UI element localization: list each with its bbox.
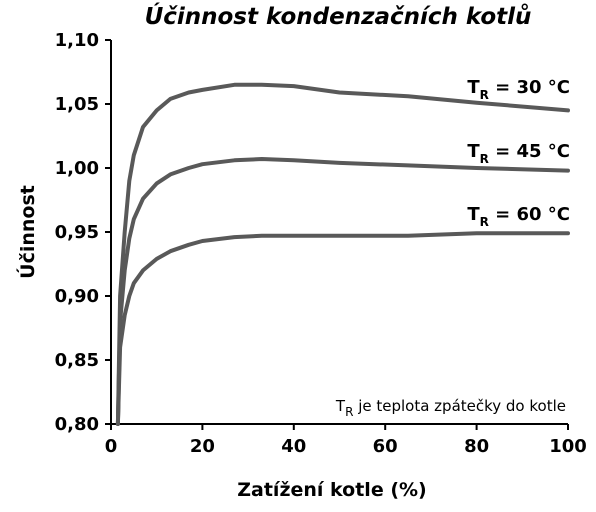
x-tick-label: 20 [190, 436, 215, 457]
series-labels: TR = 30 °CTR = 45 °CTR = 60 °C [467, 77, 570, 229]
x-axis-title: Zatížení kotle (%) [237, 479, 426, 501]
x-tick-label: 100 [549, 436, 587, 457]
series-line-2 [115, 157, 570, 426]
x-tick-label: 80 [464, 436, 489, 457]
chart-title: Účinnost kondenzačních kotlů [145, 2, 532, 30]
y-tick-label: 1,10 [55, 30, 99, 51]
series-label-sub: R [480, 88, 489, 102]
series-label-rest: = 60 °C [489, 204, 570, 225]
y-axis-title: Účinnost [15, 185, 39, 279]
series-label-1: TR = 30 °C [467, 77, 570, 102]
series-label-main: T [467, 204, 480, 225]
series-label-3: TR = 60 °C [467, 204, 570, 229]
y-tick-label: 0,80 [55, 414, 99, 435]
series-lines [115, 82, 570, 426]
x-tick-label: 0 [105, 436, 118, 457]
series-line-1 [115, 82, 570, 426]
series-label-rest: = 30 °C [489, 77, 570, 98]
series-label-rest: = 45 °C [489, 141, 570, 162]
series-label-sub: R [480, 215, 489, 229]
y-tick-label: 0,85 [55, 350, 99, 371]
y-tick-label: 1,05 [55, 94, 99, 115]
annotation-sub: R [345, 405, 353, 419]
annotation-main: T [335, 397, 346, 415]
series-label-sub: R [480, 152, 489, 166]
x-tick-label: 40 [281, 436, 306, 457]
annotation-note: TR je teplota zpátečky do kotle [335, 397, 566, 419]
series-label-main: T [467, 77, 480, 98]
series-line-3 [115, 231, 570, 426]
series-label-2: TR = 45 °C [467, 141, 570, 166]
y-tick-label: 0,90 [55, 286, 99, 307]
y-ticks: 0,80 0,85 0,90 0,95 1,00 1,05 1,10 [55, 30, 111, 435]
x-tick-label: 60 [373, 436, 398, 457]
y-tick-label: 0,95 [55, 222, 99, 243]
series-label-main: T [467, 141, 480, 162]
x-ticks: 0 20 40 60 80 100 [105, 424, 587, 457]
y-tick-label: 1,00 [55, 158, 99, 179]
annotation-rest: je teplota zpátečky do kotle [353, 397, 566, 415]
